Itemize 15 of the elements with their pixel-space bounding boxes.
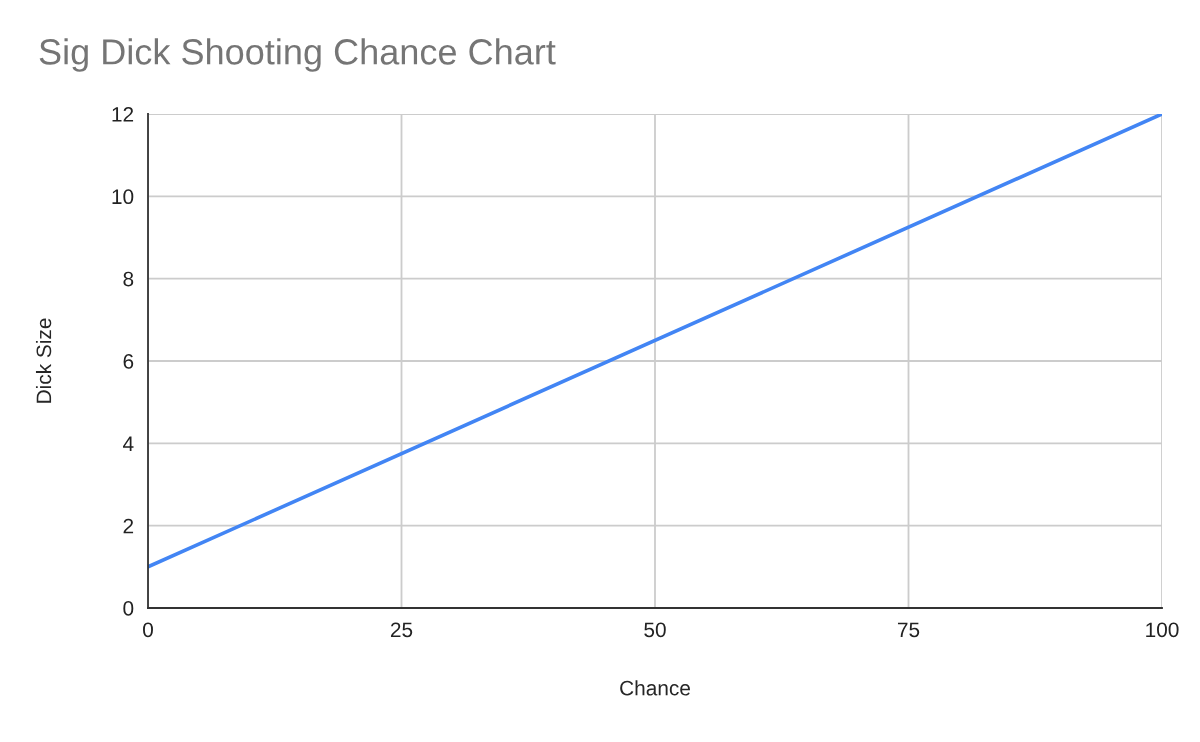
x-tick-label: 0 — [143, 622, 153, 638]
y-tick-label: 10 — [112, 189, 134, 205]
x-tick-label: 50 — [644, 622, 666, 638]
x-axis-title: Chance — [620, 680, 690, 696]
y-tick-label: 8 — [123, 271, 134, 287]
x-tick-label: 25 — [390, 622, 413, 638]
x-tick-label: 100 — [1146, 622, 1179, 638]
y-axis-title: Dick Size — [35, 318, 52, 403]
chart-title: Sig Dick Shooting Chance Chart — [39, 38, 556, 72]
x-tick-label: 75 — [897, 622, 920, 638]
y-tick-label: 4 — [123, 436, 134, 451]
y-tick-label: 6 — [123, 354, 134, 369]
y-tick-label: 2 — [123, 518, 134, 534]
y-tick-label: 0 — [123, 601, 134, 616]
y-tick-label: 12 — [112, 107, 134, 122]
